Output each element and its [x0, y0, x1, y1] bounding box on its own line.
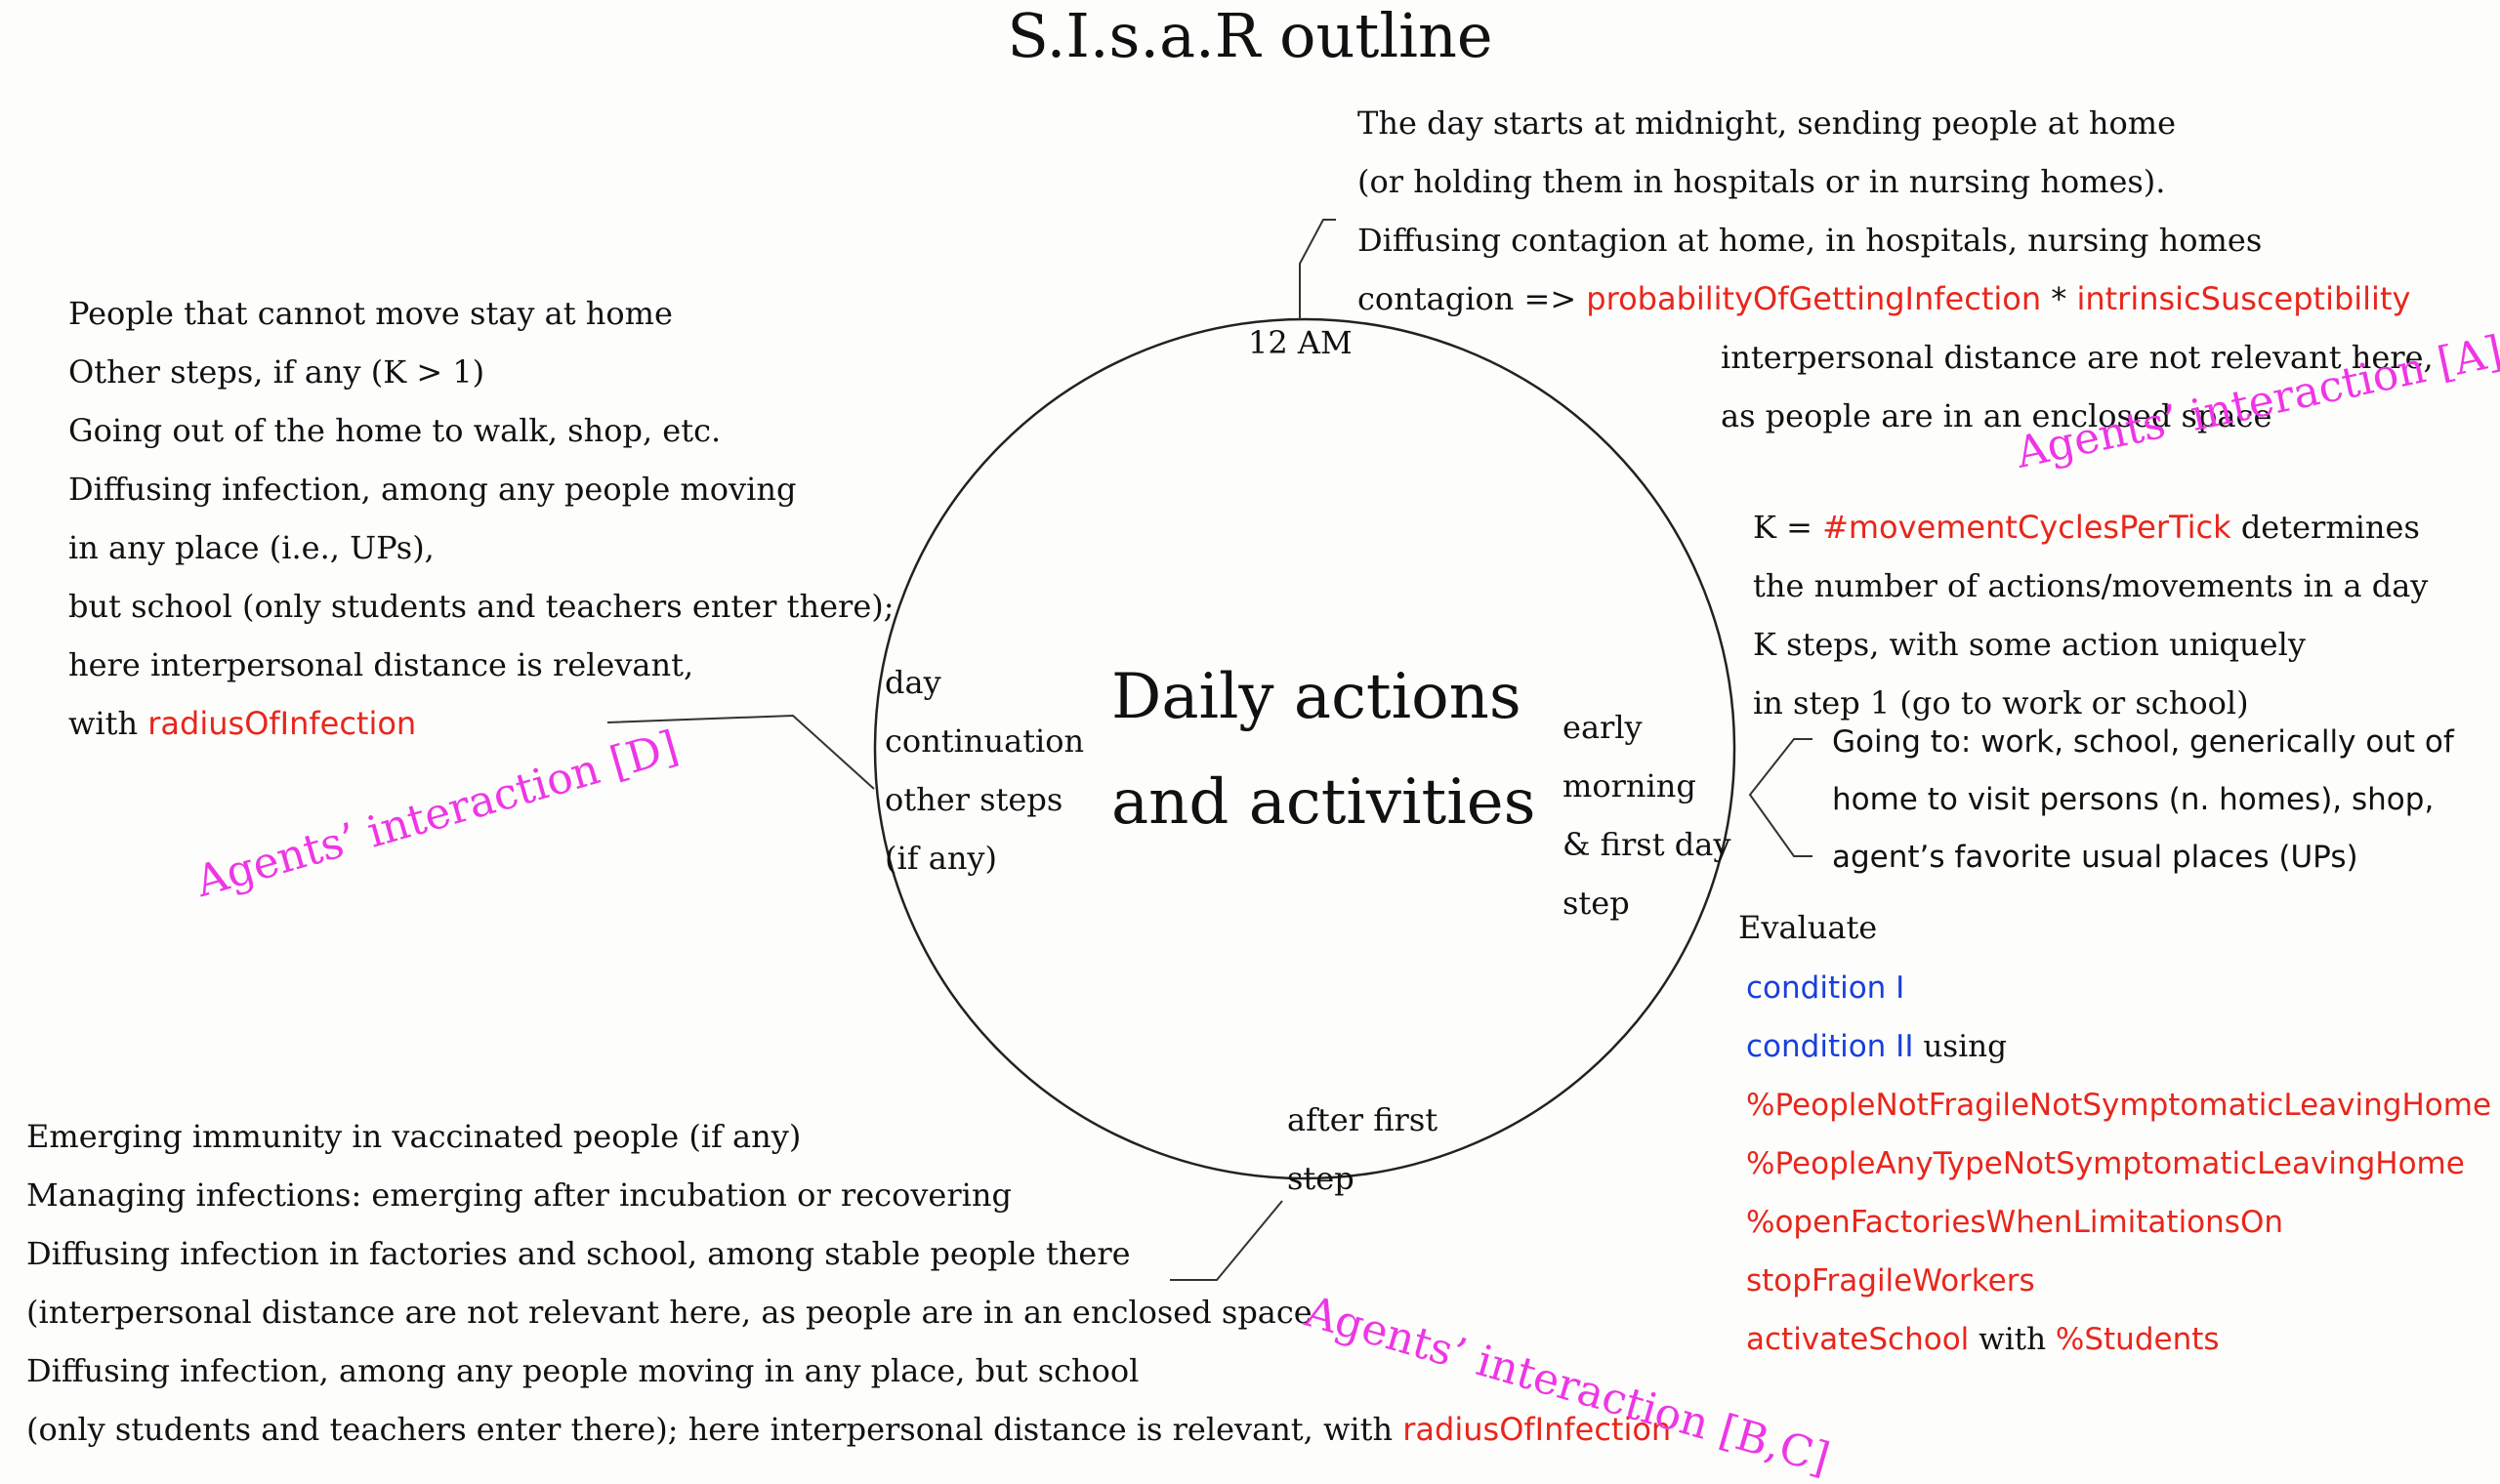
text-line: as people are in an enclosed space: [1721, 397, 2272, 434]
param-stop-fragile: stopFragileWorkers: [1746, 1263, 2035, 1298]
param-movement-cycles: #movementCyclesPerTick: [1822, 509, 2231, 546]
condition-2-line: condition II using: [1746, 1017, 2491, 1076]
param-susceptibility: intrinsicSusceptibility: [2076, 280, 2411, 317]
text-line: interpersonal distance are not relevant …: [1721, 339, 2434, 376]
connector-right-bracket: [1748, 738, 1812, 857]
text-line: (or holding them in hospitals or in nurs…: [1357, 163, 2166, 200]
phase-line: continuation: [885, 722, 1085, 760]
text-line: agent’s favorite usual places (UPs): [1832, 840, 2358, 875]
text-line: Emerging immunity in vaccinated people (…: [26, 1118, 802, 1155]
param-students: %Students: [2055, 1322, 2220, 1357]
text-line: the number of actions/movements in a day: [1753, 567, 2429, 604]
text-line: Diffusing contagion at home, in hospital…: [1357, 222, 2263, 259]
text-line: Managing infections: emerging after incu…: [26, 1176, 1012, 1214]
evaluate-conditions: condition I condition II using %PeopleNo…: [1746, 959, 2491, 1369]
contagion-formula: contagion => probabilityOfGettingInfecti…: [1357, 269, 2410, 328]
text-line: (interpersonal distance are not relevant…: [26, 1294, 1312, 1331]
clock-top-label: 12 AM: [1248, 324, 1353, 361]
contagion-operator: *: [2051, 280, 2067, 317]
phase-line: other steps: [885, 781, 1063, 818]
clock-center-title: Daily actions and activities: [1111, 644, 1535, 855]
param-radius-bottom: radiusOfInfection: [1402, 1411, 1672, 1448]
condition-1: condition I: [1746, 970, 1905, 1006]
text-line: home to visit persons (n. homes), shop,: [1832, 782, 2435, 817]
connector-left: [606, 714, 875, 790]
bottom-text: Emerging immunity in vaccinated people (…: [26, 1107, 1671, 1459]
evaluate-label: Evaluate: [1738, 909, 1878, 946]
text-line: here interpersonal distance is relevant,: [68, 646, 694, 683]
page-title: S.I.s.a.R outline: [1007, 0, 1493, 71]
center-title-line: Daily actions: [1111, 661, 1521, 733]
connector-midnight: [1299, 219, 1336, 319]
left-text: People that cannot move stay at home Oth…: [68, 284, 895, 753]
phase-early-morning: early morning & first day step: [1562, 698, 1730, 932]
school-line: activateSchool with %Students: [1746, 1310, 2491, 1369]
day-clock-circle: [873, 317, 1736, 1180]
phase-line: (if any): [885, 840, 997, 877]
with-word: with: [68, 705, 139, 742]
k-formula: K = #movementCyclesPerTick determines: [1753, 498, 2428, 556]
text-line: Other steps, if any (K > 1): [68, 353, 485, 391]
phase-day-continuation: day continuation other steps (if any): [885, 653, 1084, 887]
phase-line: step: [1562, 885, 1630, 922]
param-radius-left: radiusOfInfection: [147, 705, 417, 742]
phase-line: early: [1562, 709, 1643, 746]
text-line: People that cannot move stay at home: [68, 295, 673, 332]
text-line: Going to: work, school, generically out …: [1832, 724, 2454, 760]
param-open-factories: %openFactoriesWhenLimitationsOn: [1746, 1205, 2283, 1240]
midnight-text: The day starts at midnight, sending peop…: [1357, 94, 2410, 328]
param-not-fragile: %PeopleNotFragileNotSymptomaticLeavingHo…: [1746, 1088, 2492, 1123]
phase-line: after first: [1287, 1101, 1438, 1138]
bottom-last-prefix: (only students and teachers enter there)…: [26, 1411, 1394, 1448]
radius-line: (only students and teachers enter there)…: [26, 1400, 1671, 1459]
contagion-prefix: contagion =>: [1357, 280, 1577, 317]
param-probability: probabilityOfGettingInfection: [1586, 280, 2042, 317]
k-text: K = #movementCyclesPerTick determines th…: [1753, 498, 2428, 732]
param-any-type: %PeopleAnyTypeNotSymptomaticLeavingHome: [1746, 1146, 2465, 1181]
text-line: in step 1 (go to work or school): [1753, 684, 2249, 721]
phase-line: morning: [1562, 767, 1696, 804]
connector-bottom: [1170, 1200, 1283, 1281]
text-line: but school (only students and teachers e…: [68, 588, 895, 625]
condition-2: condition II: [1746, 1029, 1914, 1064]
text-line: in any place (i.e., UPs),: [68, 529, 435, 566]
phase-line: & first day: [1562, 826, 1731, 863]
with-word: with: [1979, 1322, 2047, 1357]
text-line: Diffusing infection in factories and sch…: [26, 1235, 1131, 1272]
phase-line: day: [885, 664, 941, 701]
k-prefix: K =: [1753, 509, 1812, 546]
phase-line: step: [1287, 1160, 1354, 1197]
text-line: Diffusing infection, among any people mo…: [26, 1352, 1140, 1389]
text-line: Diffusing infection, among any people mo…: [68, 471, 797, 508]
text-line: The day starts at midnight, sending peop…: [1357, 104, 2177, 142]
text-line: K steps, with some action uniquely: [1753, 626, 2306, 663]
param-activate-school: activateSchool: [1746, 1322, 1970, 1357]
text-line: Going out of the home to walk, shop, etc…: [68, 412, 722, 449]
center-title-line: and activities: [1111, 766, 1536, 839]
k-suffix: determines: [2240, 509, 2420, 546]
midnight-note: interpersonal distance are not relevant …: [1721, 328, 2434, 445]
going-to-text: Going to: work, school, generically out …: [1832, 714, 2454, 886]
radius-line: with radiusOfInfection: [68, 694, 895, 753]
using-word: using: [1923, 1029, 2007, 1064]
phase-after-first-step: after first step: [1287, 1091, 1438, 1208]
evaluate-text: Evaluate: [1738, 898, 1877, 957]
